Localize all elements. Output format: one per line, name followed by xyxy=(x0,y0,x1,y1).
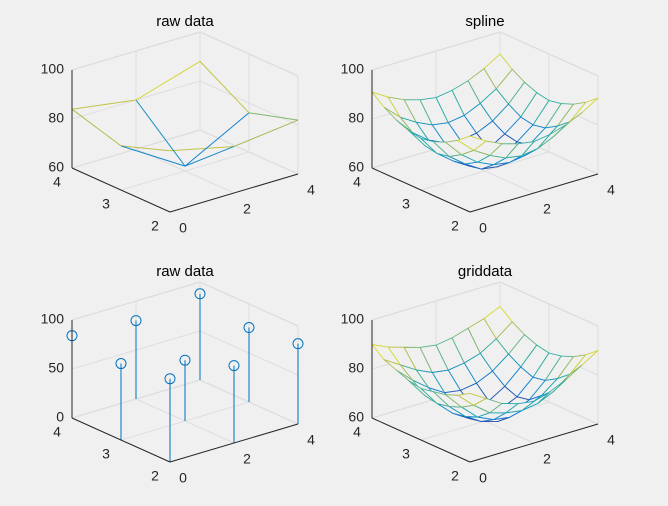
z-tick-label: 100 xyxy=(341,311,365,327)
y-axis xyxy=(71,167,171,213)
stem-marker xyxy=(130,315,142,327)
mesh-cell xyxy=(457,135,487,151)
x-tick-label: 4 xyxy=(307,182,315,198)
chart-title: raw data xyxy=(156,13,214,30)
x-tick-label: 0 xyxy=(179,470,187,486)
x-axis xyxy=(169,173,299,213)
z-tick-label: 60 xyxy=(48,159,64,175)
mesh-edge xyxy=(233,119,299,147)
stem-marker xyxy=(164,373,176,385)
y-tick-label: 3 xyxy=(402,446,410,462)
y-axis xyxy=(71,417,171,463)
y-tick-label: 4 xyxy=(353,174,361,190)
grid-line xyxy=(120,151,250,191)
z-tick-label: 80 xyxy=(348,360,364,376)
mesh-edge xyxy=(120,145,186,167)
x-tick-label: 2 xyxy=(543,201,551,217)
x-tick-label: 2 xyxy=(243,451,251,467)
y-tick-label: 3 xyxy=(102,196,110,212)
x-tick-label: 4 xyxy=(607,432,615,448)
mesh-edge xyxy=(120,145,171,152)
x-axis xyxy=(169,423,299,463)
stem-marker xyxy=(115,358,127,370)
y-tick-label: 2 xyxy=(451,468,459,484)
z-tick-label: 60 xyxy=(348,409,364,425)
y-tick-label: 4 xyxy=(53,174,61,190)
y-axis xyxy=(371,417,471,463)
z-tick-label: 100 xyxy=(41,61,65,77)
z-tick-label: 100 xyxy=(341,61,365,77)
x-tick-label: 0 xyxy=(179,220,187,236)
x-tick-label: 2 xyxy=(543,451,551,467)
mesh-edge xyxy=(248,112,299,121)
y-tick-label: 2 xyxy=(151,218,159,234)
y-tick-label: 4 xyxy=(53,424,61,440)
x-axis xyxy=(469,423,599,463)
grid-line xyxy=(420,151,550,191)
x-tick-label: 2 xyxy=(243,201,251,217)
mesh-edge xyxy=(184,112,250,167)
mesh-edge xyxy=(71,99,137,110)
grid-line xyxy=(71,129,201,169)
x-axis xyxy=(469,173,599,213)
y-tick-label: 2 xyxy=(151,468,159,484)
z-tick-label: 60 xyxy=(348,159,364,175)
x-tick-label: 0 xyxy=(479,470,487,486)
mesh-edge xyxy=(135,60,201,101)
stem-marker xyxy=(243,322,255,334)
mesh-edge xyxy=(169,145,235,152)
stem-marker xyxy=(292,338,304,350)
grid-line xyxy=(199,281,299,327)
grid-line xyxy=(199,129,299,175)
y-tick-label: 3 xyxy=(402,196,410,212)
stem-marker xyxy=(179,354,191,366)
z-tick-label: 80 xyxy=(48,110,64,126)
z-tick-label: 50 xyxy=(48,360,64,376)
grid-line xyxy=(499,31,599,77)
y-tick-label: 3 xyxy=(102,446,110,462)
mesh-edge xyxy=(199,61,250,114)
x-tick-label: 4 xyxy=(307,432,315,448)
x-tick-label: 4 xyxy=(607,182,615,198)
mesh-cell xyxy=(457,392,487,406)
mesh-edge xyxy=(71,108,122,147)
chart-title: griddata xyxy=(458,263,513,280)
z-tick-label: 80 xyxy=(348,110,364,126)
chart-title: raw data xyxy=(156,263,214,280)
stem-marker xyxy=(194,288,206,300)
grid-line xyxy=(71,281,201,321)
y-axis xyxy=(371,167,471,213)
stem-marker xyxy=(228,360,240,372)
y-tick-label: 4 xyxy=(353,424,361,440)
grid-line xyxy=(199,31,299,77)
z-tick-label: 100 xyxy=(41,311,65,327)
z-tick-label: 0 xyxy=(56,409,64,425)
grid-line xyxy=(371,31,501,71)
grid-line xyxy=(499,281,599,327)
chart-title: spline xyxy=(465,13,504,30)
mesh-edge xyxy=(135,99,186,167)
mesh-edge xyxy=(184,145,235,167)
y-tick-label: 2 xyxy=(451,218,459,234)
x-tick-label: 0 xyxy=(479,220,487,236)
grid-line xyxy=(371,281,501,321)
grid-line xyxy=(71,31,201,71)
